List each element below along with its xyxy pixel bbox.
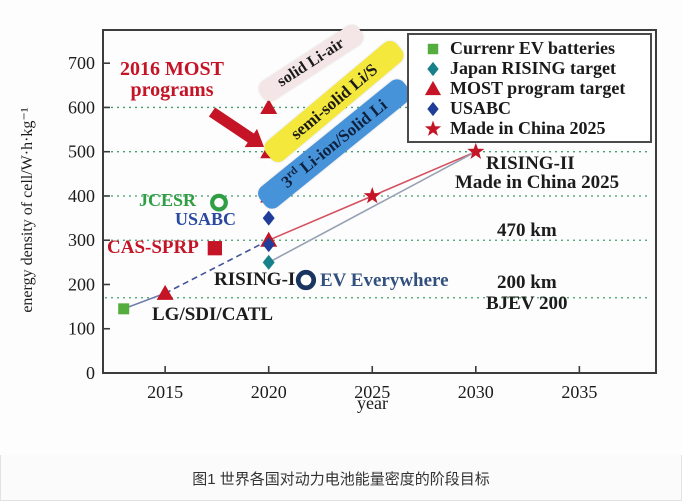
series-line-3 (268, 150, 477, 264)
legend-square-icon (427, 43, 439, 54)
point-usabc (262, 210, 275, 226)
x-tick-label: 2015 (147, 382, 183, 402)
series-line-0 (123, 292, 166, 310)
legend-label: USABC (450, 97, 512, 118)
x-axis-label: year (357, 393, 388, 413)
legend-marker-shape (427, 43, 439, 54)
legend-diamond-icon (427, 101, 439, 116)
chart-canvas: 2015 2020 2025 2030 2035 0 100 200 300 400 500 600 7… (68, 29, 657, 402)
y-axis-label: energy density of cell/W·h·kg⁻¹ (19, 107, 36, 313)
point-usabc (262, 237, 275, 253)
point-most-program-target (156, 284, 174, 300)
legend-label: Japan RISING target (450, 57, 617, 78)
y-tick-label: 200 (68, 274, 95, 294)
annotation-2016-most-programs: 2016 MOST programs (110, 59, 234, 101)
annotation-bjev-200: BJEV 200 (486, 293, 568, 314)
legend-item: Japan RISING target (423, 58, 648, 78)
annotation-2016-most-line2: programs (130, 79, 214, 101)
chart-area: 2015 2020 2025 2030 2035 0 100 200 300 400 500 600 7… (19, 21, 657, 413)
x-tick-label: 2030 (458, 382, 494, 402)
plot-border (102, 29, 657, 374)
point-most-program-target (260, 98, 278, 114)
annotation-usabc: USABC (175, 209, 237, 229)
legend-marker-shape (424, 120, 442, 136)
legend-item: USABC (423, 98, 648, 118)
red-arrow-icon (208, 107, 264, 148)
figure-caption: 图1 世界各国对动力电池能量密度的阶段目标 (192, 471, 490, 488)
point-currenr-ev-batteries (118, 303, 130, 315)
annotation-ev-everywhere: EV Everywhere (320, 270, 449, 291)
point-made-in-china-2025 (467, 142, 485, 159)
x-tick-label: 2025 (354, 382, 390, 402)
legend-label: Currenr EV batteries (450, 37, 615, 58)
annotation-rising-2: RISING-II (486, 153, 575, 174)
y-tick-label: 100 (68, 319, 95, 339)
y-tick-label: 300 (68, 230, 95, 250)
legend-item: Made in China 2025 (423, 118, 648, 138)
y-tick-label: 700 (68, 53, 95, 73)
legend-marker-shape (427, 101, 439, 116)
annotation-made-in-china: Made in China 2025 (455, 172, 620, 193)
y-tick-label: 600 (68, 97, 95, 117)
y-tick-label: 500 (68, 142, 95, 162)
legend-triangle-icon (424, 80, 442, 95)
annotation-cas-sprp: CAS-SPRP (107, 237, 199, 258)
legend-marker-shape (424, 80, 442, 95)
legend-diamond-icon (427, 61, 439, 76)
point-jcesr (210, 193, 228, 212)
annotation-2016-most-line1: 2016 MOST (120, 58, 224, 80)
point-ev-everywhere (295, 269, 317, 291)
legend-item: Currenr EV batteries (423, 38, 648, 58)
annotation-200-km: 200 km (497, 272, 557, 293)
annotation-jcesr: JCESR (139, 190, 197, 210)
x-tick-label: 2020 (251, 382, 287, 402)
legend-label: MOST program target (450, 77, 626, 98)
legend-label: Made in China 2025 (450, 117, 606, 138)
point-japan-rising-target (262, 254, 275, 270)
x-tick-label: 2035 (561, 382, 597, 402)
legend-marker-shape (427, 61, 439, 76)
point-made-in-china-2025 (363, 187, 381, 204)
annotation-470-km: 470 km (497, 220, 557, 241)
y-tick-label: 400 (68, 186, 95, 206)
y-tick-label: 0 (86, 363, 95, 383)
legend: Currenr EV batteries Japan RISING target M… (407, 33, 652, 143)
legend-star-icon (424, 120, 442, 136)
point-cas-sprp (207, 241, 222, 256)
annotation-lg-sdi-catl: LG/SDI/CATL (152, 304, 274, 325)
annotation-rising-1: RISING-I (214, 269, 296, 290)
legend-item: MOST program target (423, 78, 648, 98)
